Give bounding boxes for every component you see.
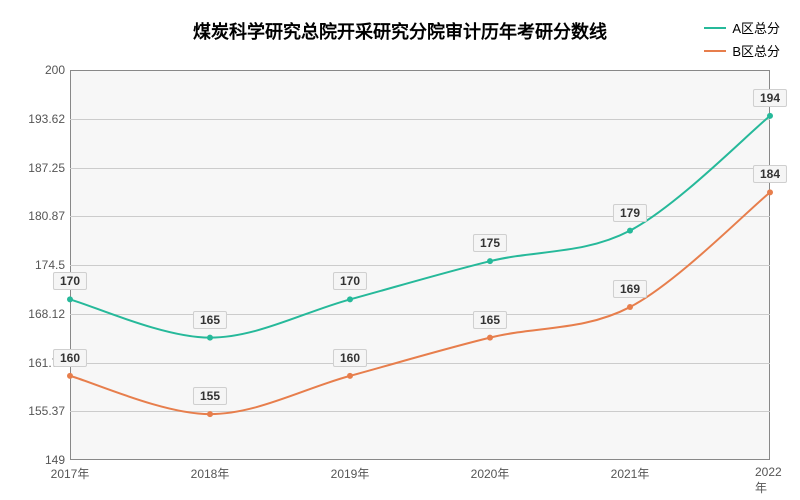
data-point — [67, 373, 73, 379]
y-tick-label: 187.25 — [28, 161, 65, 175]
legend: A区总分 B区总分 — [704, 18, 780, 64]
y-tick-label: 155.37 — [28, 404, 65, 418]
point-label: 169 — [613, 280, 647, 298]
x-tick-label: 2019年 — [331, 465, 370, 482]
x-tick-label: 2021年 — [611, 465, 650, 482]
legend-item-a: A区总分 — [704, 18, 780, 37]
x-tick-label: 2020年 — [471, 465, 510, 482]
point-label: 194 — [753, 89, 787, 107]
y-tick-label: 174.5 — [35, 258, 65, 272]
x-tick-label: 2018年 — [191, 465, 230, 482]
data-point — [627, 304, 633, 310]
data-point — [67, 296, 73, 302]
line-series-a — [70, 116, 770, 338]
data-point — [767, 189, 773, 195]
data-point — [767, 113, 773, 119]
point-label: 165 — [193, 311, 227, 329]
point-label: 184 — [753, 165, 787, 183]
markers-series-a — [67, 113, 773, 341]
legend-label-b: B区总分 — [732, 41, 780, 60]
point-label: 165 — [473, 311, 507, 329]
data-point — [207, 411, 213, 417]
data-point — [347, 296, 353, 302]
point-label: 160 — [333, 349, 367, 367]
x-tick-label: 2017年 — [51, 465, 90, 482]
y-tick-label: 200 — [45, 63, 65, 77]
legend-swatch-a — [704, 27, 726, 29]
y-tick-label: 193.62 — [28, 112, 65, 126]
point-label: 155 — [193, 387, 227, 405]
legend-label-a: A区总分 — [732, 18, 780, 37]
data-point — [487, 258, 493, 264]
series-lines — [70, 70, 770, 460]
line-series-b — [70, 192, 770, 414]
chart-title: 煤炭科学研究总院开采研究分院审计历年考研分数线 — [0, 18, 800, 44]
point-label: 179 — [613, 204, 647, 222]
data-point — [347, 373, 353, 379]
y-tick-label: 168.12 — [28, 307, 65, 321]
x-tick-label: 2022年 — [755, 465, 785, 496]
y-tick-label: 180.87 — [28, 209, 65, 223]
data-point — [487, 335, 493, 341]
legend-swatch-b — [704, 50, 726, 52]
point-label: 175 — [473, 234, 507, 252]
point-label: 160 — [53, 349, 87, 367]
data-point — [207, 335, 213, 341]
chart-container: 煤炭科学研究总院开采研究分院审计历年考研分数线 A区总分 B区总分 149155… — [0, 0, 800, 500]
point-label: 170 — [53, 272, 87, 290]
legend-item-b: B区总分 — [704, 41, 780, 60]
markers-series-b — [67, 189, 773, 417]
point-label: 170 — [333, 272, 367, 290]
data-point — [627, 228, 633, 234]
